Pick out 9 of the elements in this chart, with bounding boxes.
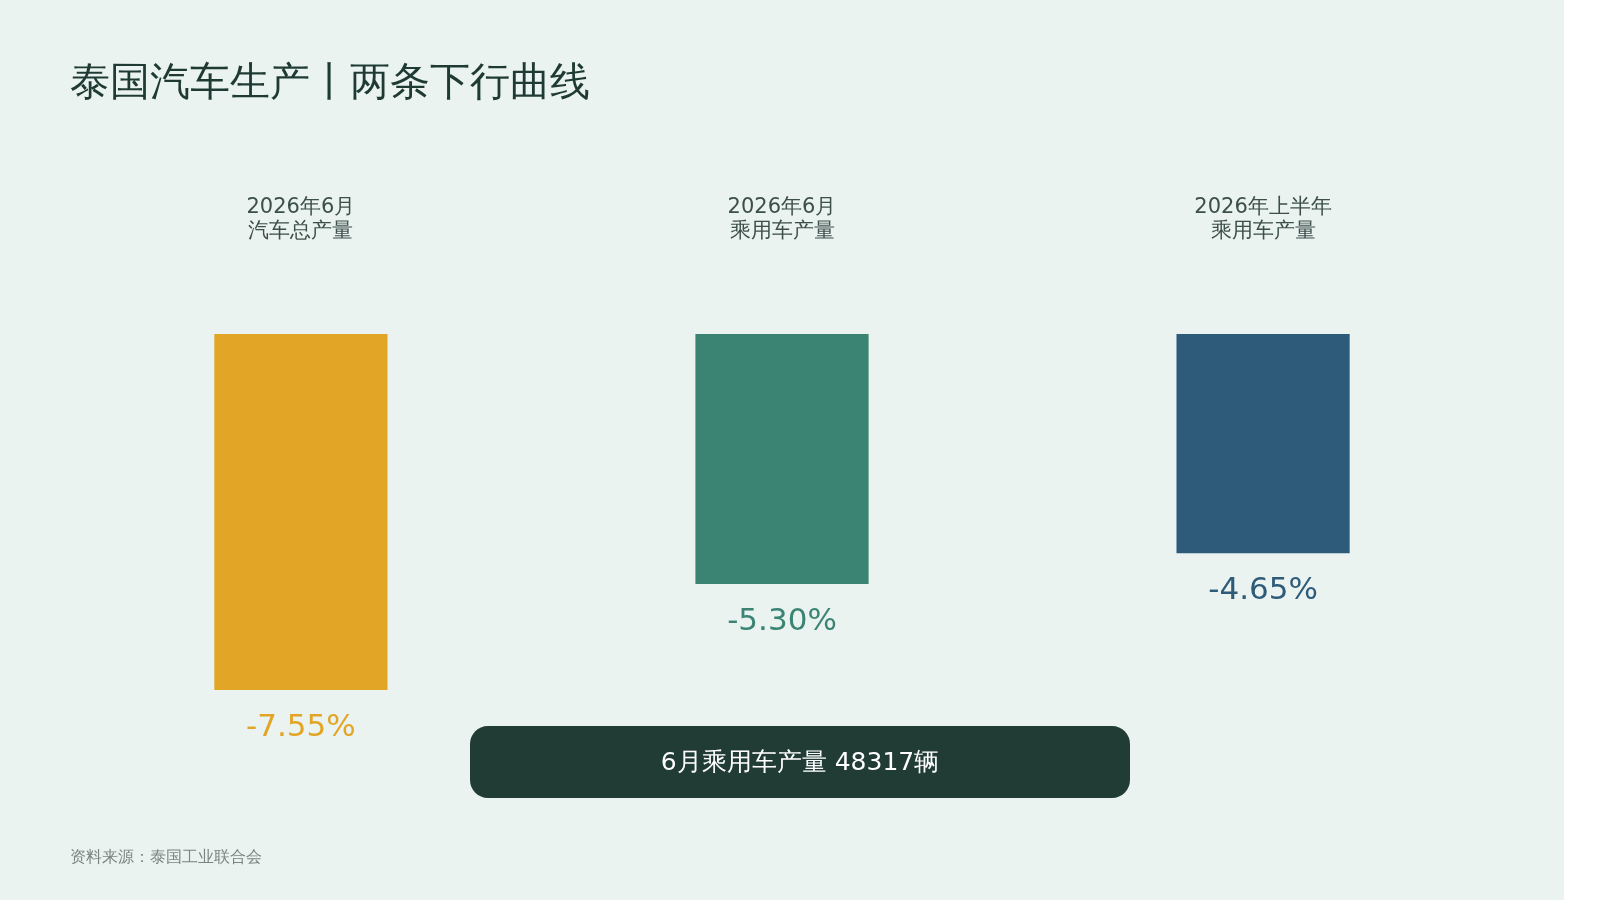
- data-label: -4.65%: [1208, 570, 1318, 607]
- x-tick-label: 2026年6月汽车总产量: [246, 193, 356, 242]
- text: 6月乘用车产量 48317辆: [660, 747, 940, 776]
- text: 资料来源：泰国工业联合会: [70, 847, 262, 866]
- chart-title: 泰国汽车生产丨两条下行曲线: [70, 58, 590, 104]
- data-label: -5.30%: [727, 600, 837, 637]
- data-label: -7.55%: [246, 707, 356, 744]
- x-tick-label: 2026年6月乘用车产量: [727, 193, 837, 242]
- x-tick-label: 2026年上半年乘用车产量: [1194, 193, 1332, 242]
